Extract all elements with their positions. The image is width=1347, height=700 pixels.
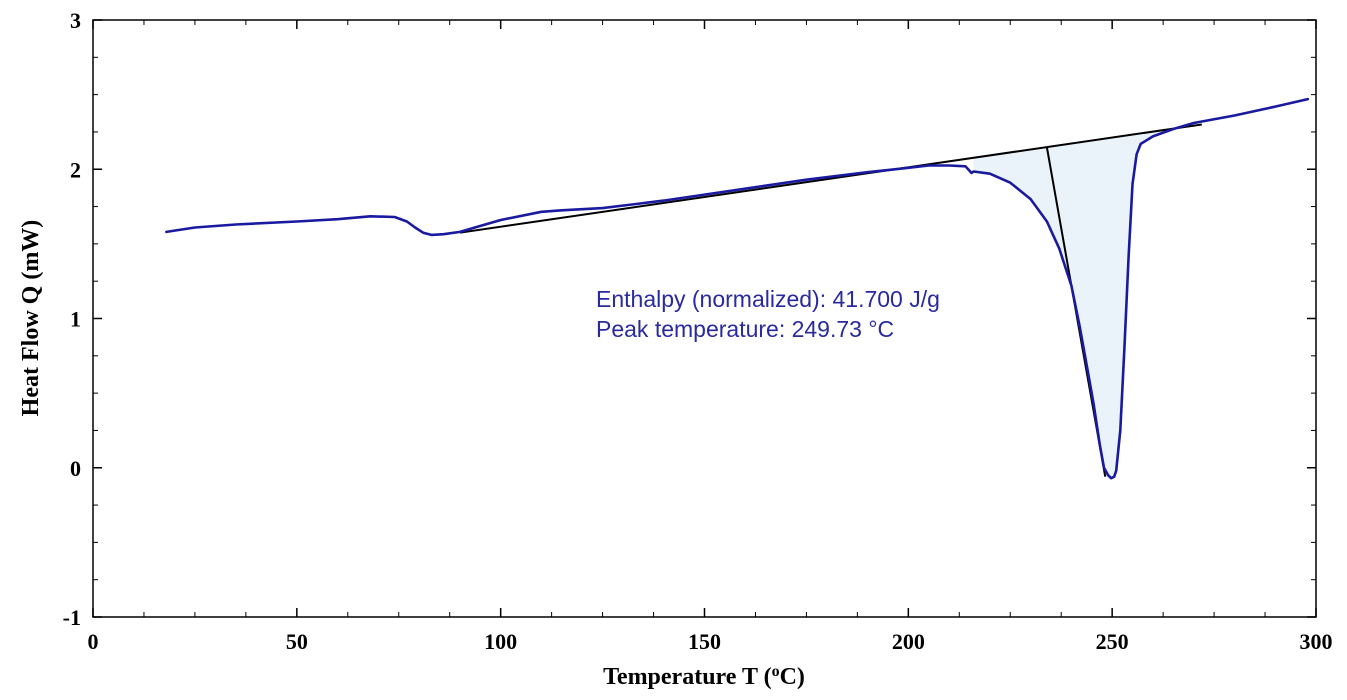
y-tick-label: -1 bbox=[63, 605, 81, 630]
y-tick-label: 2 bbox=[70, 157, 81, 182]
x-axis-title-main: Temperature T ( bbox=[603, 664, 771, 690]
x-tick-label: 100 bbox=[484, 629, 517, 654]
x-tick-label: 150 bbox=[688, 629, 721, 654]
integration-baseline bbox=[459, 123, 1202, 234]
annotation-enthalpy: Enthalpy (normalized): 41.700 J/g bbox=[596, 286, 940, 312]
x-tick-label: 50 bbox=[286, 629, 308, 654]
y-tick-label: 0 bbox=[70, 456, 81, 481]
annotation-peak-temperature: Peak temperature: 249.73 °C bbox=[596, 316, 894, 342]
x-tick-label: 0 bbox=[88, 629, 99, 654]
x-tick-label: 200 bbox=[892, 629, 925, 654]
x-axis-title: Temperature T (oC) bbox=[603, 663, 805, 691]
y-tick-label: 3 bbox=[70, 8, 81, 33]
x-axis-title-unit: C) bbox=[780, 664, 805, 690]
x-tick-label: 250 bbox=[1096, 629, 1129, 654]
heat-flow-series-line bbox=[165, 97, 1310, 480]
axes-layer: 0 50 100 150 200 250 300 -1 0 1 2 3 bbox=[63, 8, 1333, 654]
plot-content bbox=[165, 97, 1310, 480]
y-axis-title: Heat Flow Q (mW) bbox=[18, 220, 44, 417]
x-tick-label: 300 bbox=[1300, 629, 1333, 654]
y-tick-label: 1 bbox=[70, 307, 81, 332]
x-axis-title-degree: o bbox=[772, 663, 780, 680]
peak-shaded-area bbox=[973, 123, 1202, 479]
